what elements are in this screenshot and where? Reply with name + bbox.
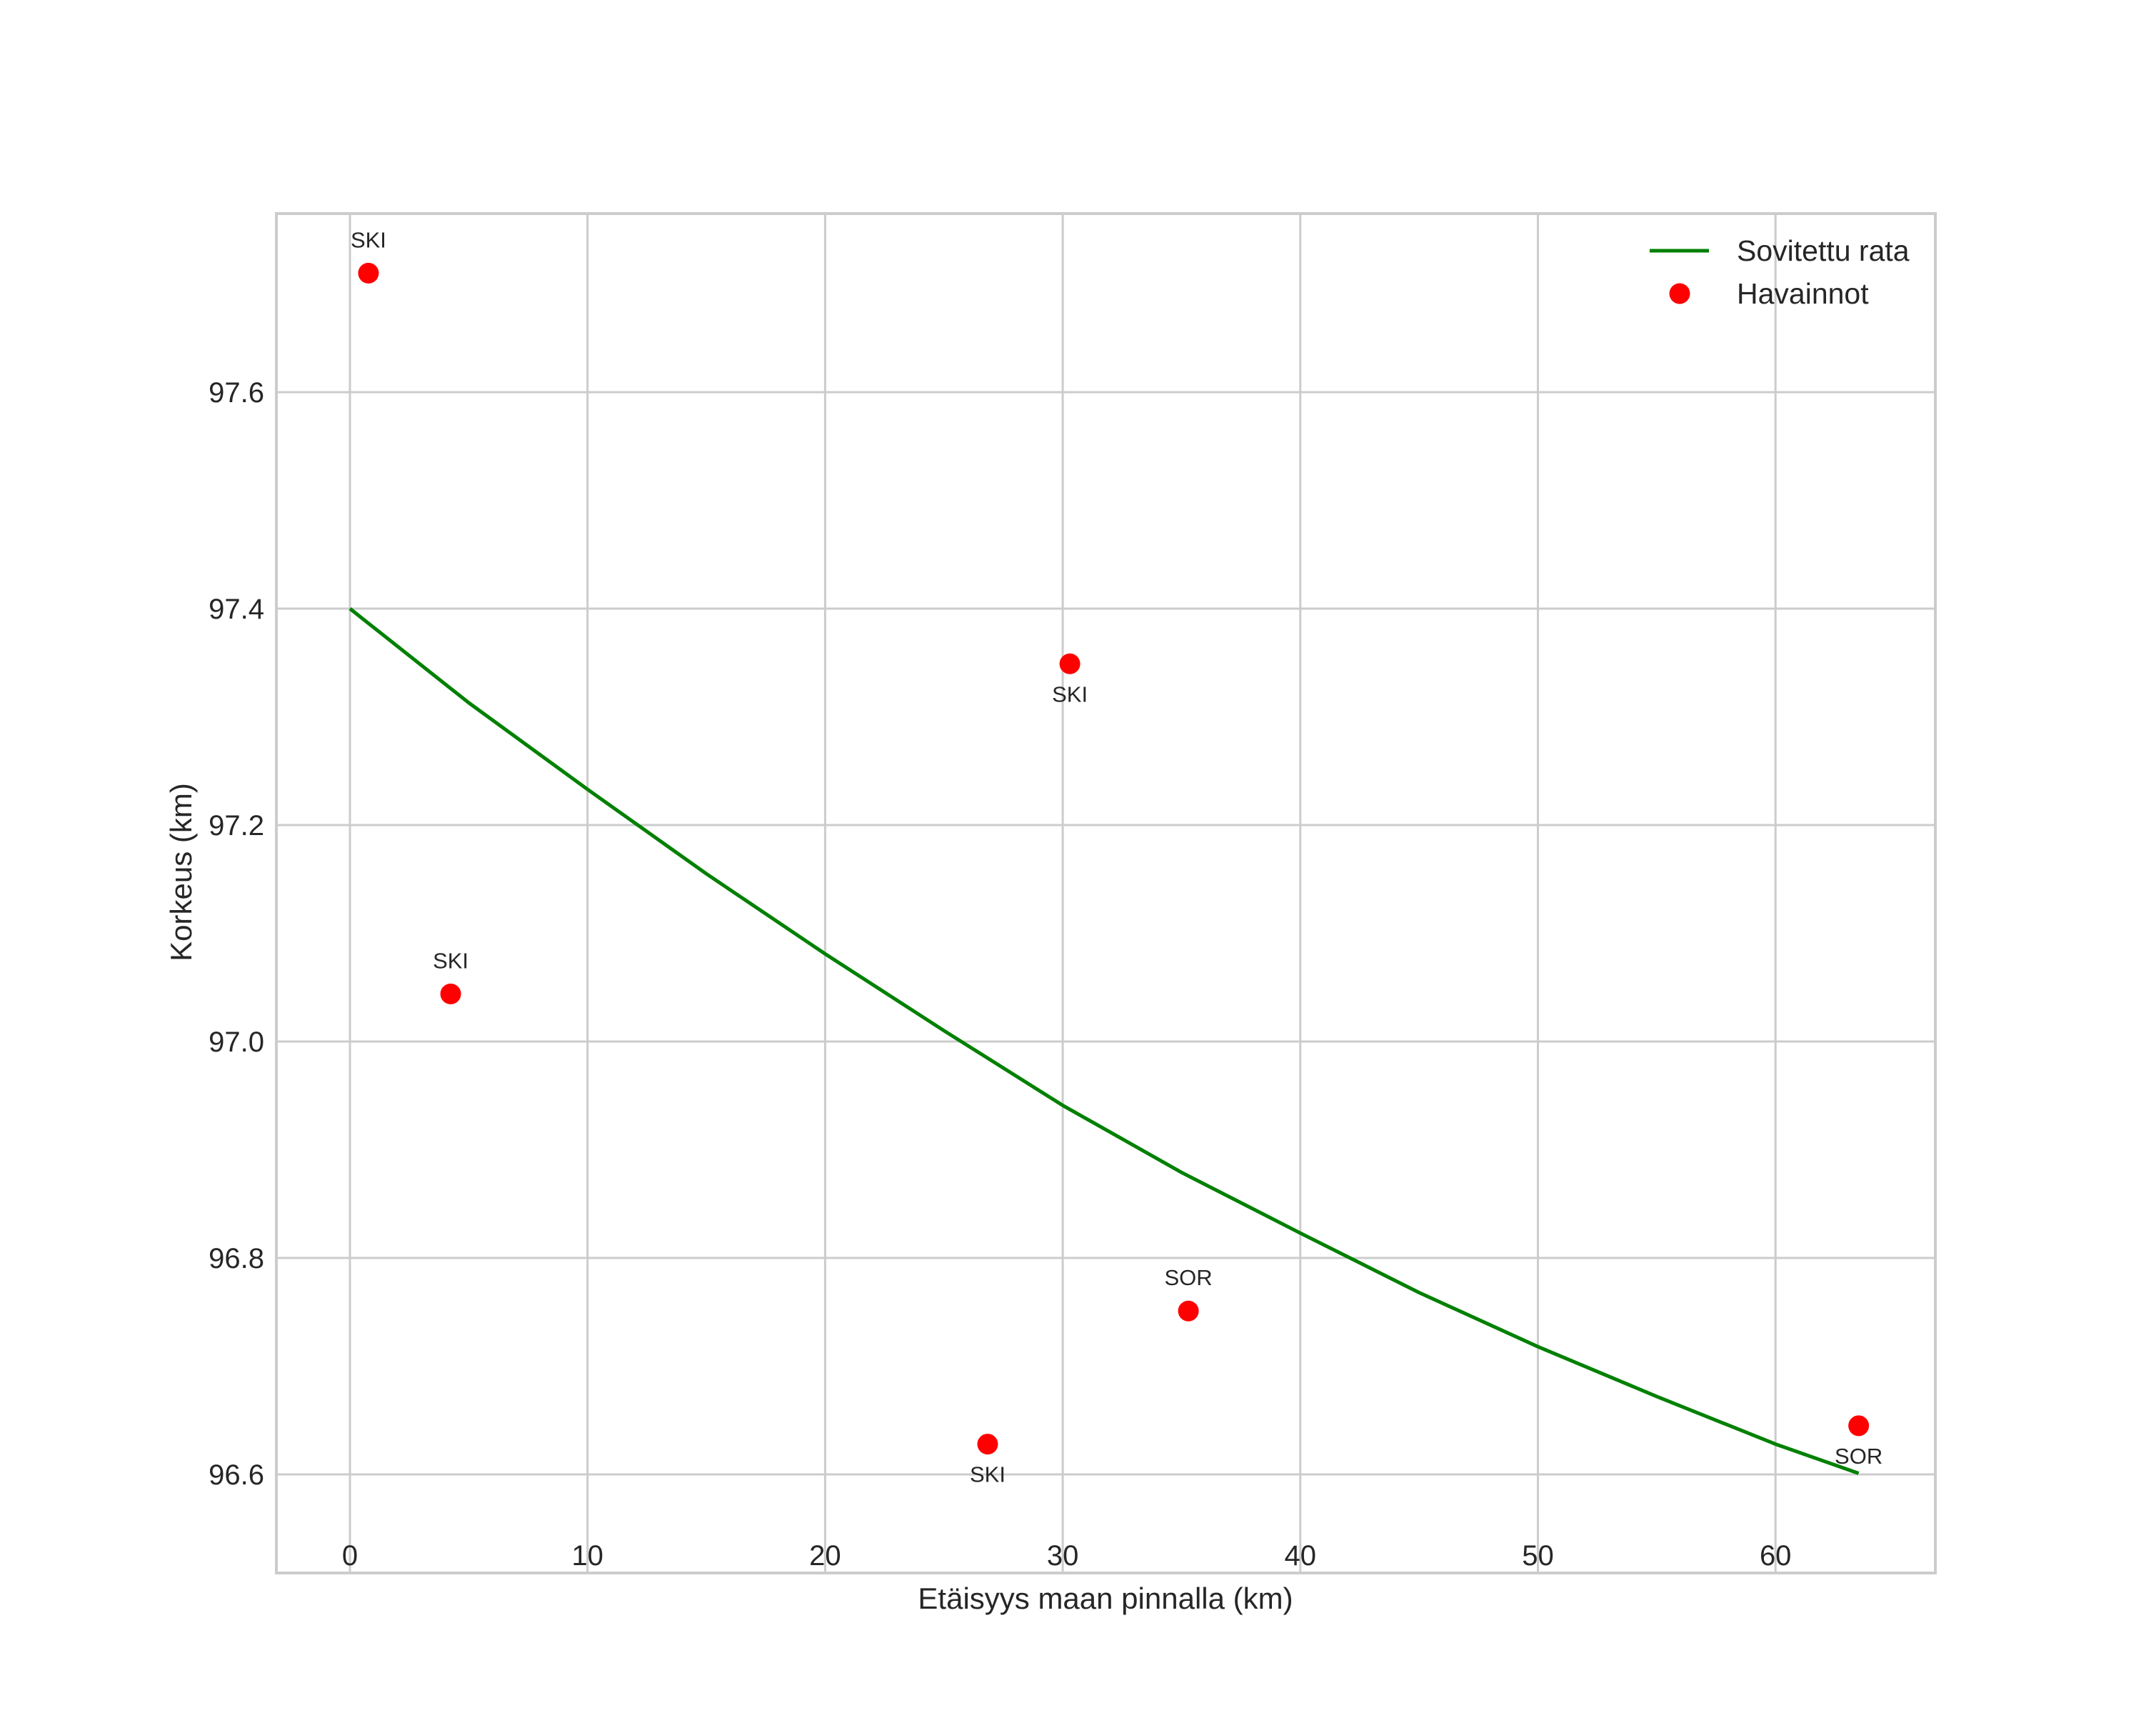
dot-marker-icon — [1059, 653, 1080, 674]
fitted-trajectory-line — [349, 607, 1860, 1475]
y-tick-label: 97.0 — [209, 1027, 264, 1058]
x-tick-label: 10 — [571, 1540, 603, 1572]
station-label: SKI — [1052, 681, 1088, 706]
dot-marker-icon — [1669, 283, 1690, 304]
y-tick-label: 97.6 — [209, 377, 264, 409]
x-tick-label: 30 — [1047, 1540, 1079, 1572]
dot-marker-icon — [977, 1434, 998, 1455]
x-tick-labels: 0 10 20 30 40 50 60 — [342, 1540, 1792, 1572]
axes-background — [276, 214, 1935, 1573]
dot-marker-icon — [1178, 1300, 1199, 1322]
observation-point: SOR — [1165, 1265, 1213, 1322]
y-axis-label: Korkeus (km) — [164, 783, 198, 962]
x-axis-label: Etäisyys maan pinnalla (km) — [918, 1582, 1293, 1615]
y-tick-label: 96.8 — [209, 1243, 264, 1274]
observation-points: SKI SKI SKI SKI SOR SOR — [351, 227, 1882, 1487]
legend-label: Havainnot — [1737, 277, 1869, 310]
plot-area: SKI SKI SKI SKI SOR SOR — [275, 212, 1937, 1574]
y-gridlines — [276, 391, 1935, 1476]
x-tick-label: 20 — [809, 1540, 841, 1572]
axes-frame — [275, 212, 1937, 1574]
y-tick-label: 96.6 — [209, 1459, 264, 1491]
legend-label: Sovitettu rata — [1737, 234, 1910, 267]
y-tick-labels: 96.6 96.8 97.0 97.2 97.4 97.6 — [209, 377, 264, 1491]
observation-point: SKI — [351, 227, 386, 284]
x-tick-label: 50 — [1522, 1540, 1554, 1572]
observation-point: SKI — [433, 948, 468, 1004]
observation-point: SKI — [1052, 653, 1088, 706]
station-label: SOR — [1835, 1444, 1882, 1469]
legend-item-observations: Havainnot — [1669, 277, 1869, 310]
station-label: SKI — [970, 1462, 1006, 1487]
fitted-line-path — [349, 607, 1860, 1475]
x-tick-label: 0 — [342, 1540, 358, 1572]
station-label: SOR — [1165, 1265, 1213, 1290]
x-tick-label: 40 — [1285, 1540, 1317, 1572]
observation-point: SOR — [1835, 1415, 1882, 1469]
y-tick-label: 97.4 — [209, 594, 264, 625]
legend-item-fitted-line: Sovitettu rata — [1650, 234, 1910, 267]
observation-point: SKI — [970, 1434, 1006, 1487]
station-label: SKI — [433, 948, 468, 973]
y-tick-label: 97.2 — [209, 810, 264, 841]
dot-marker-icon — [358, 262, 379, 284]
legend: Sovitettu rata Havainnot — [1650, 234, 1910, 310]
station-label: SKI — [351, 227, 386, 252]
dot-marker-icon — [1848, 1415, 1870, 1437]
x-tick-label: 60 — [1760, 1540, 1792, 1572]
dot-marker-icon — [440, 983, 461, 1004]
